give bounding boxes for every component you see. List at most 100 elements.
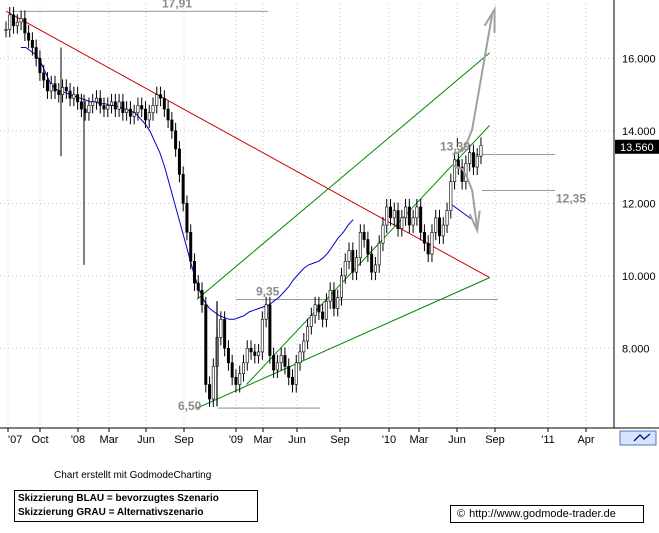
logo-corner-mark (633, 433, 651, 442)
price-candle (23, 18, 27, 34)
price-candle (204, 304, 208, 385)
price-candle (419, 206, 423, 233)
price-candle (313, 304, 317, 316)
price-candle (72, 94, 76, 99)
price-candle (415, 206, 419, 219)
price-candle (366, 239, 370, 255)
price-candle (422, 232, 426, 244)
price-candle (321, 311, 325, 320)
price-candle (275, 362, 279, 371)
price-candle (113, 101, 117, 110)
price-candle (385, 206, 389, 226)
price-candle (57, 90, 61, 95)
grey-scenario-down (452, 164, 479, 229)
y-tick-label: 12.000 (622, 198, 656, 210)
price-candle (339, 275, 343, 298)
price-candle (456, 159, 460, 168)
source-url[interactable]: http://www.godmode-trader.de (469, 508, 616, 520)
price-candle (223, 318, 227, 349)
price-candle (253, 351, 257, 356)
price-bars (4, 6, 483, 407)
price-candle (91, 101, 95, 106)
price-candle (234, 376, 238, 385)
price-candle (166, 108, 170, 121)
price-candle (192, 260, 196, 284)
price-candle (324, 300, 328, 320)
current-price-label: 13.560 (620, 142, 654, 154)
price-candle (170, 119, 174, 132)
price-candle (136, 105, 140, 114)
price-candle (317, 304, 321, 313)
level-lines (12, 10, 555, 409)
current-price-badge (615, 139, 659, 154)
price-candle (208, 384, 212, 400)
price-candle (45, 79, 49, 92)
price-candle (257, 351, 261, 356)
price-candle (404, 206, 408, 219)
price-candle (336, 297, 340, 309)
price-candle (8, 14, 12, 30)
price-candle (441, 224, 445, 237)
grid-layer (0, 4, 614, 428)
x-tick-label: '08 (71, 434, 85, 446)
price-candle (294, 362, 298, 385)
level-label: 12,35 (556, 192, 586, 206)
price-candle (226, 347, 230, 364)
y-tick-label: 16.000 (622, 53, 656, 65)
price-candle (249, 347, 253, 353)
price-candle (200, 289, 204, 306)
price-candle (140, 105, 144, 110)
x-tick-label: Oct (31, 434, 48, 446)
price-candle (230, 362, 234, 378)
x-tick-label: Jun (448, 434, 466, 446)
price-candle (370, 253, 374, 273)
price-candle (460, 166, 464, 182)
price-candle (53, 83, 57, 92)
y-tick-label: 14.000 (622, 126, 656, 138)
price-candle (117, 101, 121, 110)
price-candle (42, 72, 46, 81)
chart-credit: Chart erstellt mit GodmodeCharting (54, 470, 212, 481)
price-candle (362, 232, 366, 240)
price-candle (132, 112, 136, 117)
copyright-icon: © (457, 508, 466, 520)
price-candle (38, 58, 42, 74)
trendline (196, 277, 490, 409)
trendline (5, 10, 490, 279)
x-tick-label: Mar (410, 434, 429, 446)
price-candle (264, 304, 268, 320)
x-tick-label: Sep (174, 434, 194, 446)
level-label: 17,91 (162, 0, 192, 10)
x-tick-label: '11 (541, 434, 555, 446)
price-candle (151, 105, 155, 114)
price-candle (309, 315, 313, 327)
price-candle (332, 289, 336, 309)
price-candle (34, 47, 38, 59)
price-candle (392, 210, 396, 219)
price-candle (438, 217, 442, 237)
price-candle (68, 90, 72, 99)
x-tick-label: '09 (229, 434, 243, 446)
price-candle (407, 206, 411, 226)
price-candle (4, 29, 8, 31)
price-candle (396, 210, 400, 229)
price-candle (283, 355, 287, 367)
price-candle (185, 203, 189, 233)
price-candle (287, 366, 291, 378)
price-candle (468, 152, 472, 164)
y-tick-label: 8.000 (622, 343, 650, 355)
price-candle (211, 366, 215, 400)
source-url-box[interactable]: © http://www.godmode-trader.de (450, 505, 644, 523)
price-candle (453, 159, 457, 182)
price-candle (128, 108, 132, 117)
x-tick-label: '10 (382, 434, 396, 446)
price-candle (400, 217, 404, 229)
legend-grey: Skizzierung GRAU = Alternativszenario (18, 507, 204, 518)
grey-arrow-down-head (468, 210, 481, 235)
price-candle (30, 39, 34, 48)
price-candle (260, 318, 264, 353)
price-candle (121, 101, 125, 114)
price-candle (106, 105, 110, 110)
x-tick-label: Mar (254, 434, 273, 446)
